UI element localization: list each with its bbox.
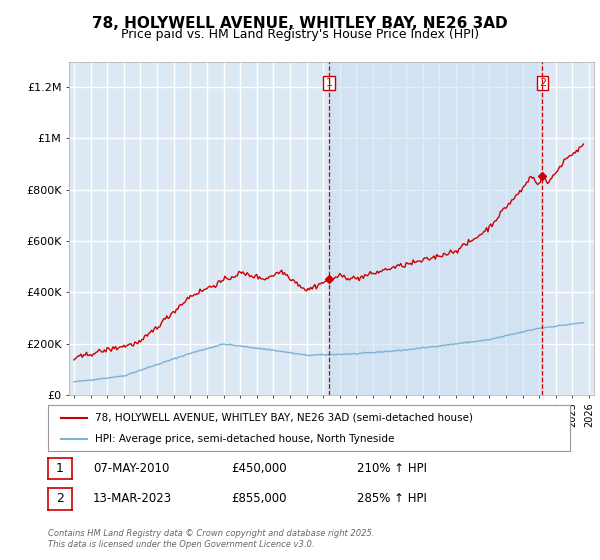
Text: £450,000: £450,000	[231, 461, 287, 475]
Text: £855,000: £855,000	[231, 492, 287, 506]
Text: 285% ↑ HPI: 285% ↑ HPI	[357, 492, 427, 506]
Text: 2: 2	[56, 492, 64, 506]
Text: 1: 1	[326, 78, 332, 88]
Text: 13-MAR-2023: 13-MAR-2023	[93, 492, 172, 506]
Text: 78, HOLYWELL AVENUE, WHITLEY BAY, NE26 3AD (semi-detached house): 78, HOLYWELL AVENUE, WHITLEY BAY, NE26 3…	[95, 413, 473, 423]
Text: 1: 1	[56, 461, 64, 475]
Text: HPI: Average price, semi-detached house, North Tyneside: HPI: Average price, semi-detached house,…	[95, 435, 394, 444]
Text: 07-MAY-2010: 07-MAY-2010	[93, 461, 169, 475]
Bar	[329, 62, 542, 395]
Text: 2: 2	[539, 78, 546, 88]
Text: Price paid vs. HM Land Registry's House Price Index (HPI): Price paid vs. HM Land Registry's House …	[121, 28, 479, 41]
Text: 210% ↑ HPI: 210% ↑ HPI	[357, 461, 427, 475]
Text: Contains HM Land Registry data © Crown copyright and database right 2025.
This d: Contains HM Land Registry data © Crown c…	[48, 529, 374, 549]
Text: 78, HOLYWELL AVENUE, WHITLEY BAY, NE26 3AD: 78, HOLYWELL AVENUE, WHITLEY BAY, NE26 3…	[92, 16, 508, 31]
